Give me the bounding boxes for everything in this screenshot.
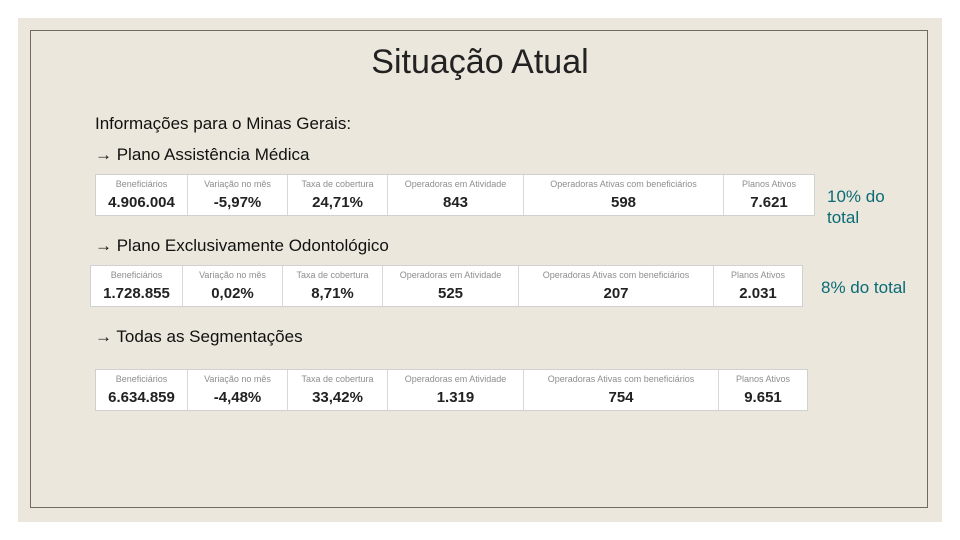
stat-value: 525 xyxy=(437,285,464,302)
stat-cell: Taxa de cobertura 24,71% xyxy=(288,175,388,215)
stat-cell: Variação no mês 0,02% xyxy=(183,266,283,306)
stat-cell: Operadoras Ativas com beneficiários 754 xyxy=(524,370,719,410)
stat-value: 9.651 xyxy=(744,389,782,406)
section-heading-medical: → Plano Assistência Médica xyxy=(95,145,310,164)
stat-value: 2.031 xyxy=(739,285,777,302)
stat-value: 843 xyxy=(442,194,469,211)
stat-cell: Planos Ativos 7.621 xyxy=(724,175,814,215)
stat-header: Taxa de cobertura xyxy=(301,374,374,384)
slide-title: Situação Atual xyxy=(371,43,589,81)
stat-cell: Variação no mês -4,48% xyxy=(188,370,288,410)
stat-value: 754 xyxy=(608,389,634,406)
stat-cell: Operadoras em Atividade 843 xyxy=(388,175,524,215)
stat-cell: Operadoras Ativas com beneficiários 207 xyxy=(519,266,714,306)
stat-value: 8,71% xyxy=(311,285,354,302)
stat-cell: Operadoras Ativas com beneficiários 598 xyxy=(524,175,724,215)
stat-header: Planos Ativos xyxy=(735,374,791,384)
intro-text: Informações para o Minas Gerais: xyxy=(95,114,352,133)
stat-cell: Planos Ativos 9.651 xyxy=(719,370,807,410)
stat-value: 33,42% xyxy=(312,389,363,406)
stat-cell: Operadoras em Atividade 525 xyxy=(383,266,519,306)
stat-cell: Taxa de cobertura 33,42% xyxy=(288,370,388,410)
stats-table-all: Beneficiários 6.634.859 Variação no mês … xyxy=(95,369,808,411)
stat-header: Operadoras Ativas com beneficiários xyxy=(547,374,695,384)
stat-header: Operadoras Ativas com beneficiários xyxy=(550,179,697,189)
stat-value: 7.621 xyxy=(750,194,788,211)
stat-header: Beneficiários xyxy=(110,270,163,280)
stat-header: Planos Ativos xyxy=(730,270,786,280)
stat-header: Planos Ativos xyxy=(741,179,797,189)
stat-cell: Planos Ativos 2.031 xyxy=(714,266,802,306)
stat-header: Operadoras em Atividade xyxy=(399,270,502,280)
stat-cell: Variação no mês -5,97% xyxy=(188,175,288,215)
stat-value: 6.634.859 xyxy=(108,389,175,406)
stat-header: Variação no mês xyxy=(199,270,266,280)
stat-header: Beneficiários xyxy=(115,179,168,189)
stat-header: Taxa de cobertura xyxy=(301,179,374,189)
stat-cell: Taxa de cobertura 8,71% xyxy=(283,266,383,306)
share-note-dental: 8% do total xyxy=(821,278,907,297)
stat-header: Operadoras Ativas com beneficiários xyxy=(542,270,690,280)
stat-value: 1.728.855 xyxy=(103,285,170,302)
stat-cell: Beneficiários 1.728.855 xyxy=(91,266,183,306)
stat-header: Variação no mês xyxy=(204,374,271,384)
stat-cell: Beneficiários 6.634.859 xyxy=(96,370,188,410)
stat-header: Operadoras em Atividade xyxy=(404,374,507,384)
stat-header: Beneficiários xyxy=(115,374,168,384)
stat-value: 4.906.004 xyxy=(108,194,175,211)
stat-cell: Beneficiários 4.906.004 xyxy=(96,175,188,215)
stat-value: 0,02% xyxy=(211,285,254,302)
share-note-medical: 10% do total xyxy=(827,187,885,227)
section-heading-dental: → Plano Exclusivamente Odontológico xyxy=(95,236,389,255)
stat-value: 1.319 xyxy=(436,389,475,406)
stat-value: -5,97% xyxy=(213,194,262,211)
stat-header: Operadoras em Atividade xyxy=(404,179,507,189)
stat-cell: Operadoras em Atividade 1.319 xyxy=(388,370,524,410)
stat-value: -4,48% xyxy=(213,389,262,406)
stat-header: Variação no mês xyxy=(204,179,271,189)
section-heading-all: → Todas as Segmentações xyxy=(95,327,303,346)
stat-value: 24,71% xyxy=(312,194,363,211)
stats-table-medical: Beneficiários 4.906.004 Variação no mês … xyxy=(95,174,815,216)
stat-header: Taxa de cobertura xyxy=(296,270,369,280)
stats-table-dental: Beneficiários 1.728.855 Variação no mês … xyxy=(90,265,803,307)
slide-frame xyxy=(30,30,928,508)
stat-value: 598 xyxy=(610,194,637,211)
stat-value: 207 xyxy=(603,285,629,302)
